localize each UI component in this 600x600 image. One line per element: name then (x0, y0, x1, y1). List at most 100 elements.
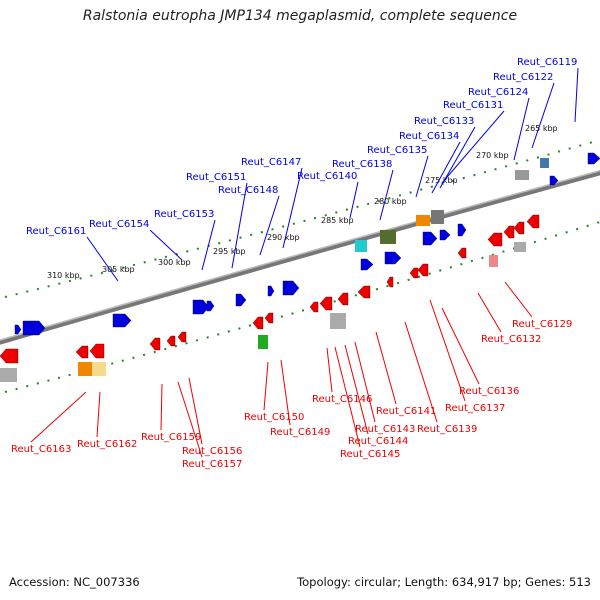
leader-line-reut-c6131 (441, 110, 505, 184)
forward-gene-11[interactable] (206, 300, 215, 312)
gene-label-reut-c6138[interactable]: Reut_C6138 (332, 159, 392, 170)
forward-gene-10[interactable] (192, 299, 210, 315)
leader-line-reut-c6137 (429, 299, 466, 402)
leader-line-reut-c6124 (513, 97, 530, 161)
leader-line-reut-c6154 (149, 229, 183, 261)
gene-label-reut-c6140[interactable]: Reut_C6140 (297, 171, 357, 182)
leader-line-reut-c6129 (504, 281, 533, 318)
gene-label-reut-c6129[interactable]: Reut_C6129 (512, 319, 572, 330)
leader-line-reut-c6150 (263, 361, 269, 411)
gene-label-reut-c6157[interactable]: Reut_C6157 (182, 459, 242, 470)
reverse-gene-15[interactable] (166, 335, 176, 347)
gene-label-reut-c6162[interactable]: Reut_C6162 (77, 439, 137, 450)
forward-gene-0[interactable] (587, 152, 600, 165)
leader-line-reut-c6157 (177, 381, 203, 458)
reverse-gene-2[interactable] (503, 225, 515, 239)
gene-label-reut-c6139[interactable]: Reut_C6139 (417, 424, 477, 435)
gene-label-reut-c6153[interactable]: Reut_C6153 (154, 209, 214, 220)
feature-box-5[interactable] (431, 210, 444, 224)
forward-gene-7[interactable] (282, 280, 300, 296)
gene-label-reut-c6159[interactable]: Reut_C6159 (141, 432, 201, 443)
reverse-gene-19[interactable] (0, 348, 19, 364)
gene-label-reut-c6145[interactable]: Reut_C6145 (340, 449, 400, 460)
backbone-arc (0, 170, 600, 345)
leader-line-reut-c6162 (96, 391, 101, 438)
gene-label-reut-c6154[interactable]: Reut_C6154 (89, 219, 149, 230)
reverse-gene-0[interactable] (526, 214, 540, 229)
gene-label-reut-c6131[interactable]: Reut_C6131 (443, 100, 503, 111)
kbp-label-265kbp: 265 kbp (525, 124, 558, 133)
feature-box-6[interactable] (380, 230, 396, 244)
forward-gene-13[interactable] (22, 320, 46, 336)
reverse-gene-13[interactable] (252, 316, 264, 330)
feature-box-1[interactable] (515, 170, 529, 180)
feature-box-2[interactable] (514, 242, 526, 252)
gene-label-reut-c6156[interactable]: Reut_C6156 (182, 446, 242, 457)
gene-label-reut-c6133[interactable]: Reut_C6133 (414, 116, 474, 127)
feature-box-0[interactable] (540, 158, 549, 168)
gene-label-reut-c6136[interactable]: Reut_C6136 (459, 386, 519, 397)
reverse-gene-3[interactable] (487, 232, 503, 247)
feature-box-9[interactable] (258, 335, 268, 349)
forward-gene-1[interactable] (549, 175, 559, 186)
feature-box-11[interactable] (92, 362, 106, 376)
feature-box-4[interactable] (416, 215, 430, 226)
leader-line-reut-c6134 (431, 141, 461, 194)
kbp-label-275kbp: 275 kbp (425, 176, 458, 185)
gene-label-reut-c6148[interactable]: Reut_C6148 (218, 185, 278, 196)
gene-label-reut-c6163[interactable]: Reut_C6163 (11, 444, 71, 455)
forward-gene-12[interactable] (112, 313, 132, 328)
reverse-gene-8[interactable] (357, 285, 371, 299)
gene-label-reut-c6124[interactable]: Reut_C6124 (468, 87, 528, 98)
reverse-gene-14[interactable] (177, 331, 187, 343)
leader-line-reut-c6138 (379, 169, 394, 221)
leader-line-reut-c6141 (375, 331, 397, 405)
leader-line-reut-c6145 (334, 346, 361, 448)
reverse-gene-7[interactable] (386, 276, 394, 288)
feature-box-12[interactable] (0, 368, 17, 382)
gene-label-reut-c6141[interactable]: Reut_C6141 (376, 406, 436, 417)
forward-gene-6[interactable] (360, 258, 374, 271)
forward-gene-8[interactable] (267, 285, 275, 297)
gene-label-reut-c6122[interactable]: Reut_C6122 (493, 72, 553, 83)
reverse-gene-9[interactable] (337, 292, 349, 306)
forward-gene-3[interactable] (439, 229, 451, 241)
reverse-gene-10[interactable] (319, 296, 333, 311)
gene-label-reut-c6143[interactable]: Reut_C6143 (355, 424, 415, 435)
gene-label-reut-c6119[interactable]: Reut_C6119 (517, 57, 577, 68)
gene-label-reut-c6146[interactable]: Reut_C6146 (312, 394, 372, 405)
gene-label-reut-c6151[interactable]: Reut_C6151 (186, 172, 246, 183)
forward-gene-4[interactable] (422, 231, 438, 246)
gene-label-reut-c6161[interactable]: Reut_C6161 (26, 226, 86, 237)
kbp-label-270kbp: 270 kbp (476, 151, 509, 160)
gene-label-reut-c6135[interactable]: Reut_C6135 (367, 145, 427, 156)
forward-gene-9[interactable] (235, 293, 247, 307)
leader-line-reut-c6139 (404, 321, 438, 423)
accession-text: Accession: NC_007336 (9, 575, 140, 589)
feature-box-7[interactable] (355, 240, 367, 252)
reverse-gene-11[interactable] (309, 301, 319, 313)
forward-gene-5[interactable] (384, 251, 402, 265)
reverse-gene-5[interactable] (417, 263, 429, 277)
forward-gene-14[interactable] (14, 324, 22, 335)
gene-label-reut-c6147[interactable]: Reut_C6147 (241, 157, 301, 168)
feature-box-10[interactable] (78, 362, 92, 376)
gene-label-reut-c6137[interactable]: Reut_C6137 (445, 403, 505, 414)
gene-label-reut-c6134[interactable]: Reut_C6134 (399, 131, 459, 142)
reverse-gene-6[interactable] (409, 267, 419, 279)
gene-label-reut-c6149[interactable]: Reut_C6149 (270, 427, 330, 438)
reverse-gene-16[interactable] (149, 337, 161, 351)
gene-label-reut-c6132[interactable]: Reut_C6132 (481, 334, 541, 345)
feature-box-8[interactable] (330, 313, 346, 329)
reverse-gene-1[interactable] (513, 221, 525, 235)
leader-line-reut-c6132 (477, 292, 502, 333)
feature-box-3[interactable] (489, 255, 498, 267)
reverse-gene-17[interactable] (89, 343, 105, 359)
gene-label-reut-c6150[interactable]: Reut_C6150 (244, 412, 304, 423)
reverse-gene-18[interactable] (75, 345, 89, 359)
reverse-gene-12[interactable] (264, 312, 274, 324)
gene-label-reut-c6144[interactable]: Reut_C6144 (348, 436, 408, 447)
forward-gene-2[interactable] (457, 223, 467, 237)
reverse-gene-4[interactable] (457, 247, 467, 259)
